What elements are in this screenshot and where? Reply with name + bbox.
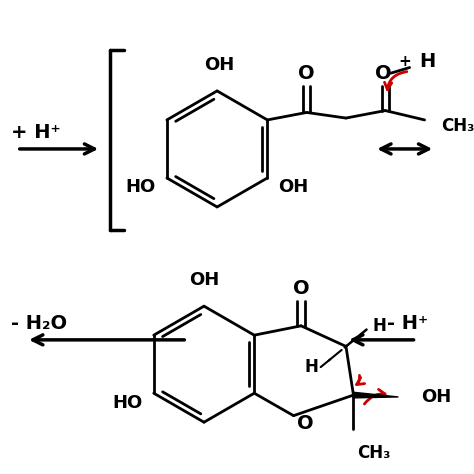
Text: O: O <box>375 64 392 82</box>
Text: H: H <box>372 317 386 335</box>
Text: O: O <box>297 414 314 433</box>
Text: HO: HO <box>126 178 155 196</box>
Text: H: H <box>304 358 318 376</box>
Text: CH₃: CH₃ <box>441 117 474 135</box>
Text: OH: OH <box>204 56 234 74</box>
Text: OH: OH <box>279 178 309 196</box>
Text: - H⁺: - H⁺ <box>387 314 428 333</box>
Text: OH: OH <box>189 271 219 289</box>
Text: OH: OH <box>421 388 451 406</box>
Polygon shape <box>354 392 398 398</box>
Text: O: O <box>298 64 315 82</box>
Text: O: O <box>293 279 310 298</box>
Text: CH₃: CH₃ <box>357 444 391 462</box>
Text: + H⁺: + H⁺ <box>11 123 61 142</box>
Text: HO: HO <box>112 393 143 411</box>
Text: H: H <box>419 53 435 72</box>
Text: - H₂O: - H₂O <box>11 314 67 333</box>
Text: +: + <box>398 55 411 69</box>
